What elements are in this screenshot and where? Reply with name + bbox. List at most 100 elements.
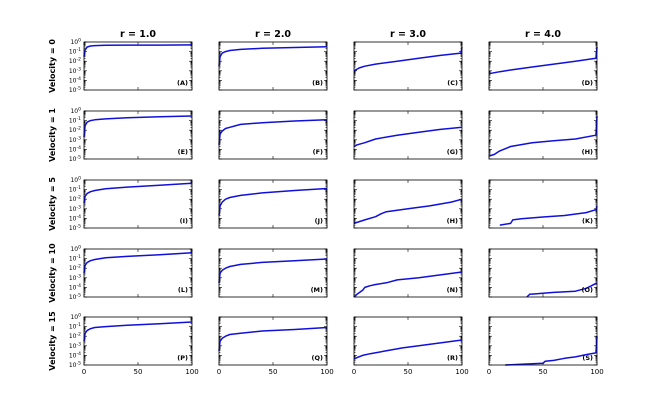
panel-label: (D) [582, 79, 593, 87]
row-label: Velocity = 5 [48, 177, 57, 231]
x-tick-label: 100 [320, 368, 333, 376]
panel: (H) [488, 110, 598, 160]
panel-frame [353, 110, 463, 160]
y-tick-label: 10-2 [69, 126, 81, 135]
y-tick-label: 10-5 [69, 86, 81, 95]
panel-frame [488, 248, 598, 298]
series-line [353, 46, 463, 72]
series-line [353, 339, 463, 360]
x-tick-label: 0 [487, 368, 491, 376]
y-tick-label: 10-4 [69, 351, 81, 360]
row-label: Velocity = 15 [48, 311, 57, 371]
x-tick-label: 100 [590, 368, 603, 376]
panel: (J) [218, 179, 328, 229]
panel-frame [83, 110, 193, 160]
y-tick-label: 10-1 [69, 116, 81, 125]
series-line [83, 321, 193, 342]
panel: (G) [353, 110, 463, 160]
panel-label: (G) [447, 148, 458, 156]
column-title: r = 2.0 [255, 29, 291, 40]
series-line [499, 205, 598, 226]
panel-frame [353, 248, 463, 298]
panel-label: (B) [312, 79, 323, 87]
panel-label: (E) [178, 148, 188, 156]
series-line [353, 126, 463, 148]
y-tick-label: 10-1 [69, 185, 81, 194]
y-tick-label: 10-2 [69, 195, 81, 204]
x-tick-label: 0 [82, 368, 86, 376]
panel: 0 50 100 (S) [487, 316, 604, 376]
panel-frame [218, 179, 328, 229]
y-tick-label: 100 [70, 107, 81, 116]
panel: (D) [488, 41, 598, 91]
y-tick-label: 10-5 [69, 155, 81, 164]
panel: (K) [488, 179, 598, 229]
panel-frame [83, 248, 193, 298]
x-tick-label: 50 [134, 368, 143, 376]
panel-label: (H) [582, 148, 593, 156]
y-tick-label: 10-1 [69, 47, 81, 56]
series-line [218, 326, 328, 351]
panel-frame [353, 41, 463, 91]
series-line [218, 46, 328, 67]
x-tick-label: 100 [185, 368, 198, 376]
series-line [505, 336, 598, 366]
panel: (B) [218, 41, 328, 91]
row-label: Velocity = 10 [48, 243, 57, 303]
y-tick-label: 10-4 [69, 283, 81, 292]
x-tick-label: 100 [455, 368, 468, 376]
panel-label: (M) [311, 286, 323, 294]
panel-label: (N) [447, 286, 458, 294]
y-tick-label: 10-1 [69, 254, 81, 263]
y-tick-label: 10-5 [69, 224, 81, 233]
x-tick-label: 0 [217, 368, 221, 376]
series-line [218, 187, 328, 216]
panel-frame [488, 41, 598, 91]
y-tick-label: 10-3 [69, 66, 81, 75]
column-title: r = 3.0 [390, 29, 426, 40]
panel-frame [218, 41, 328, 91]
y-tick-label: 10-3 [69, 204, 81, 213]
x-tick-label: 0 [352, 368, 356, 376]
panel-label: (O) [582, 286, 593, 294]
x-tick-label: 50 [539, 368, 548, 376]
y-tick-label: 10-3 [69, 273, 81, 282]
panel-label: (R) [447, 354, 458, 362]
y-tick-label: 10-2 [69, 264, 81, 273]
y-tick-label: 100 [70, 245, 81, 254]
row-label: Velocity = 1 [48, 108, 57, 162]
y-tick-label: 10-5 [69, 293, 81, 302]
panel-label: (P) [177, 354, 188, 362]
series-line [83, 44, 193, 57]
column-title: r = 4.0 [525, 29, 561, 40]
y-tick-label: 10-2 [69, 57, 81, 65]
panel-label: (L) [178, 286, 188, 294]
panel-label: (I) [180, 217, 188, 225]
panel-label: (F) [313, 148, 323, 156]
y-tick-label: 10-4 [69, 76, 81, 85]
y-tick-label: 10-2 [69, 332, 81, 341]
panel: (M) [218, 248, 328, 298]
panel-frame [353, 316, 463, 366]
series-line [83, 252, 193, 274]
panel-frame [488, 110, 598, 160]
series-line [218, 119, 328, 145]
panel-label: (Q) [312, 354, 323, 362]
y-tick-label: 100 [70, 313, 81, 322]
y-tick-label: 10-3 [69, 135, 81, 144]
row-label: Velocity = 0 [48, 39, 57, 93]
column-title: r = 1.0 [120, 29, 156, 40]
y-tick-label: 10-5 [69, 361, 81, 370]
x-tick-label: 50 [269, 368, 278, 376]
panel: 0 50 100 (R) [352, 316, 469, 376]
panel-frame [83, 41, 193, 91]
series-line [526, 282, 598, 298]
panel-label: (C) [447, 79, 458, 87]
panel: 0 50 100 (Q) [217, 316, 334, 376]
series-line [83, 115, 193, 137]
